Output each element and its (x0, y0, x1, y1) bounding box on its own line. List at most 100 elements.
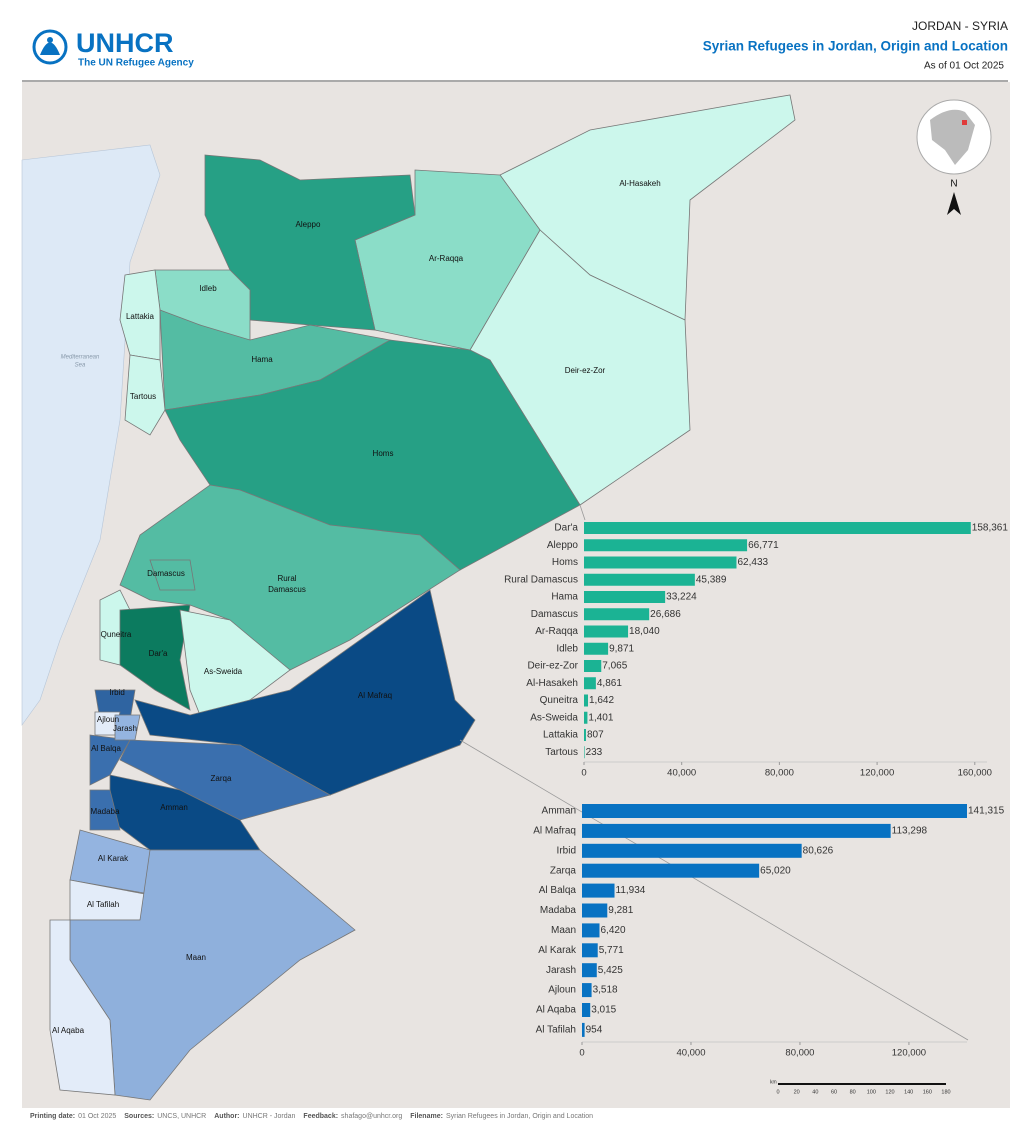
x-tick-label: 160,000 (958, 768, 992, 779)
scale-tick-label: 120 (885, 1089, 894, 1095)
region-label: Ar-Raqqa (429, 254, 464, 263)
value-label: 9,871 (609, 643, 634, 654)
bar (584, 660, 602, 672)
logo (32, 29, 68, 65)
region-label: Deir-ez-Zor (565, 366, 606, 375)
category-label: Irbid (557, 845, 576, 856)
category-label: Al Aqaba (536, 1005, 576, 1016)
scale-ticks: 0 20 40 60 80 100 120 140 160 180 (776, 1089, 950, 1095)
date: As of 01 Oct 2025 (924, 61, 1004, 72)
footer-key: Printing date: (30, 1113, 76, 1120)
bar (582, 883, 615, 898)
bar (582, 863, 760, 878)
x-tick-label: 0 (579, 1048, 584, 1059)
syria (99, 94, 796, 716)
value-label: 954 (586, 1025, 603, 1036)
bar (582, 804, 967, 818)
bar (582, 1022, 585, 1037)
value-label: 3,015 (591, 1005, 616, 1016)
region-label: Al Aqaba (52, 1026, 85, 1035)
category-label: Amman (542, 806, 576, 817)
region-label: Dar'a (149, 649, 168, 658)
scale-tick-label: 60 (831, 1089, 837, 1095)
region-labels: Al-Hasakeh Aleppo Ar-Raqqa Idleb Lattaki… (52, 179, 661, 1035)
region (49, 919, 116, 1096)
scale-tick-label: 100 (867, 1089, 876, 1095)
sea-label: Mediterranean (61, 355, 100, 361)
region-label: As-Sweida (204, 667, 243, 676)
category-label: Deir-ez-Zor (527, 661, 578, 672)
value-label: 3,518 (593, 985, 618, 996)
region-label: Al Mafraq (358, 691, 392, 700)
scale-tick-label: 140 (904, 1089, 913, 1095)
region-label: Lattakia (126, 312, 155, 321)
bar (582, 843, 802, 858)
region (89, 789, 121, 831)
bar (584, 746, 585, 759)
connector (579, 504, 586, 521)
value-label: 158,361 (972, 523, 1009, 534)
footer-key: Author: (214, 1113, 240, 1120)
region-label: Irbid (109, 688, 125, 697)
footer-value: UNHCR - Jordan (242, 1113, 296, 1120)
inset-globe (916, 99, 992, 175)
category-label: Al Tafilah (536, 1025, 576, 1036)
value-label: 6,420 (600, 925, 625, 936)
region (124, 354, 166, 436)
footer-value: UNCS, UNHCR (157, 1113, 207, 1120)
scale-tick-label: 180 (941, 1089, 950, 1095)
bar (584, 573, 695, 586)
region (119, 604, 191, 711)
bar (584, 694, 589, 707)
value-label: 807 (587, 730, 604, 741)
x-tick-label: 120,000 (860, 768, 894, 779)
value-label: 33,224 (666, 592, 697, 603)
bar (584, 711, 588, 724)
title: Syrian Refugees in Jordan, Origin and Lo… (703, 39, 1008, 54)
x-tick-label: 80,000 (785, 1048, 814, 1059)
value-label: 26,686 (650, 609, 681, 620)
region-label: Al Tafilah (87, 900, 119, 909)
region-label: Al Balqa (91, 744, 121, 753)
category-label: Zarqa (550, 865, 577, 876)
footer-key: Filename: (410, 1113, 443, 1120)
category-label: Maan (551, 925, 576, 936)
footer: Printing date: 01 Oct 2025 Sources: UNCS, U… (22, 1113, 593, 1120)
category-label: Al-Hasakeh (526, 678, 578, 689)
value-label: 1,401 (588, 712, 613, 723)
bar (582, 983, 592, 998)
bar (582, 903, 608, 918)
region-label: Idleb (199, 284, 217, 293)
sea-label: Sea (75, 363, 86, 369)
bar (582, 963, 597, 978)
value-label: 65,020 (760, 865, 791, 876)
category-label: Rural Damascus (504, 574, 578, 585)
region (134, 589, 476, 796)
north-label: N (950, 179, 957, 190)
value-label: 141,315 (968, 806, 1005, 817)
category-label: Ajloun (548, 985, 576, 996)
footer-key: Feedback: (303, 1113, 339, 1120)
value-label: 4,861 (597, 678, 622, 689)
value-label: 11,934 (616, 885, 646, 896)
bar (582, 823, 891, 838)
bar (582, 943, 598, 958)
scale-tick-label: 0 (776, 1089, 779, 1095)
value-label: 1,642 (589, 695, 614, 706)
category-label: Al Balqa (539, 885, 577, 896)
region-label: Amman (160, 803, 188, 812)
region-label: Zarqa (211, 774, 232, 783)
logo-text: UNHCR (76, 28, 174, 58)
footer-key: Sources: (124, 1113, 155, 1120)
value-label: 233 (586, 747, 603, 758)
bar (584, 539, 748, 552)
scale-tick-label: 160 (923, 1089, 932, 1095)
x-tick-label: 0 (581, 768, 586, 779)
value-label: 9,281 (608, 905, 633, 916)
footer-value: shafago@unhcr.org (341, 1113, 403, 1120)
category-label: Al Mafraq (533, 826, 576, 837)
value-label: 5,425 (598, 965, 623, 976)
scale-tick-label: 80 (850, 1089, 856, 1095)
scale-tick-label: 20 (794, 1089, 800, 1095)
x-tick-label: 120,000 (892, 1048, 926, 1059)
